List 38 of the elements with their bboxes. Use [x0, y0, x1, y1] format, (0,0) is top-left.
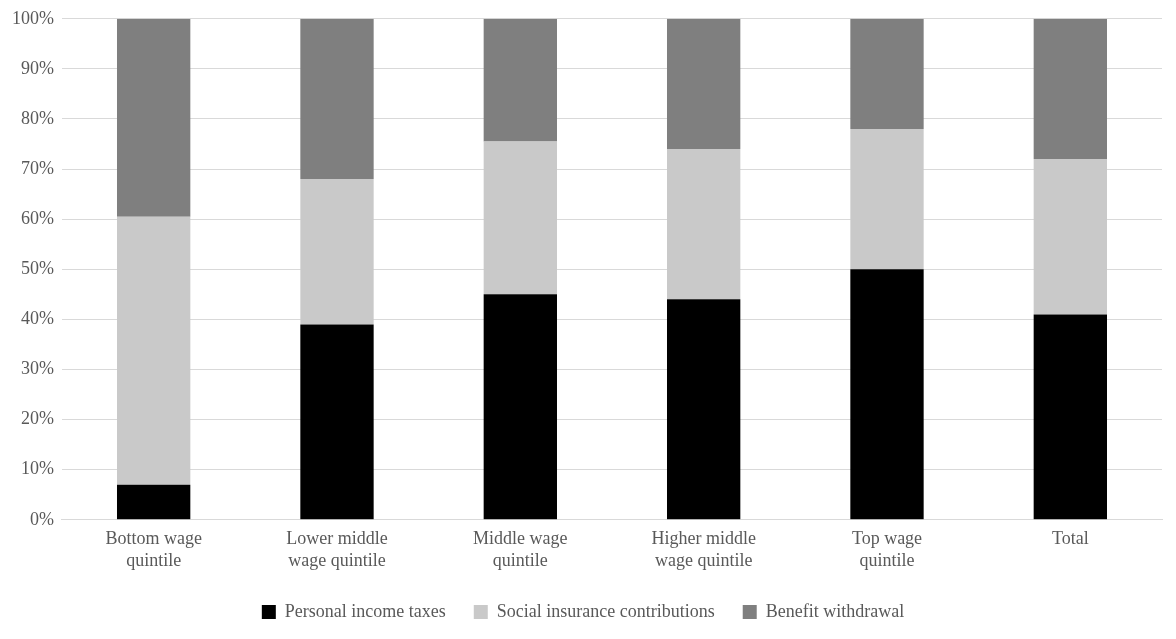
y-tick-label: 70%: [20, 157, 54, 178]
bar: [300, 18, 374, 180]
y-tick-label: 30%: [20, 358, 54, 379]
x-tick-label: Lower middle wage quintile: [286, 528, 388, 570]
y-tick-label: 80%: [20, 107, 54, 128]
y-tick-label: 10%: [20, 458, 54, 479]
legend-label: Benefit withdrawal: [765, 600, 905, 621]
y-tick-label: 40%: [20, 308, 54, 329]
x-tick-label: Top wage quintile: [851, 528, 923, 570]
bar: [667, 299, 741, 520]
bar: [483, 294, 557, 520]
x-tick-label: Total: [1051, 528, 1089, 549]
bar: [1033, 18, 1107, 160]
bar: [1033, 314, 1107, 520]
bar: [483, 141, 557, 295]
x-tick-label: Middle wage quintile: [473, 528, 568, 570]
bar: [116, 216, 191, 485]
legend-label: Personal income taxes: [284, 600, 446, 621]
y-tick-label: 100%: [11, 7, 54, 28]
bar: [850, 269, 924, 520]
bar: [116, 18, 191, 217]
bar: [300, 179, 374, 325]
bar: [667, 18, 741, 150]
y-tick-label: 20%: [20, 408, 54, 429]
y-tick-label: 50%: [20, 258, 54, 279]
y-tick-label: 90%: [20, 57, 54, 78]
bar: [483, 18, 557, 142]
bar: [850, 18, 924, 130]
bar: [667, 149, 741, 300]
bar: [116, 484, 191, 520]
bar: [300, 324, 374, 520]
y-tick-label: 0%: [29, 508, 54, 529]
x-tick-label: Higher middle wage quintile: [651, 528, 756, 570]
x-tick-label: Bottom wage quintile: [105, 528, 202, 570]
legend-label: Social insurance contributions: [496, 600, 715, 621]
bar: [850, 129, 924, 270]
y-tick-label: 60%: [20, 207, 54, 228]
bar: [1033, 159, 1107, 315]
